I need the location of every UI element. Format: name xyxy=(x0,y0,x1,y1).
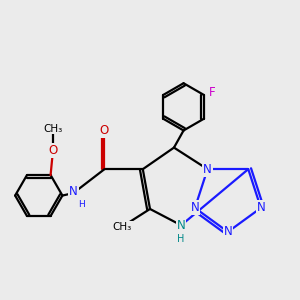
Text: H: H xyxy=(178,234,185,244)
Text: H: H xyxy=(78,200,85,209)
Text: CH₃: CH₃ xyxy=(44,124,63,134)
Text: F: F xyxy=(209,86,216,99)
Text: N: N xyxy=(69,185,78,198)
Text: CH₃: CH₃ xyxy=(112,222,132,232)
Text: O: O xyxy=(100,124,109,137)
Text: N: N xyxy=(224,225,232,239)
Text: N: N xyxy=(177,219,185,232)
Text: O: O xyxy=(48,144,58,157)
Text: N: N xyxy=(190,201,199,214)
Text: N: N xyxy=(256,201,265,214)
Text: N: N xyxy=(203,163,212,176)
